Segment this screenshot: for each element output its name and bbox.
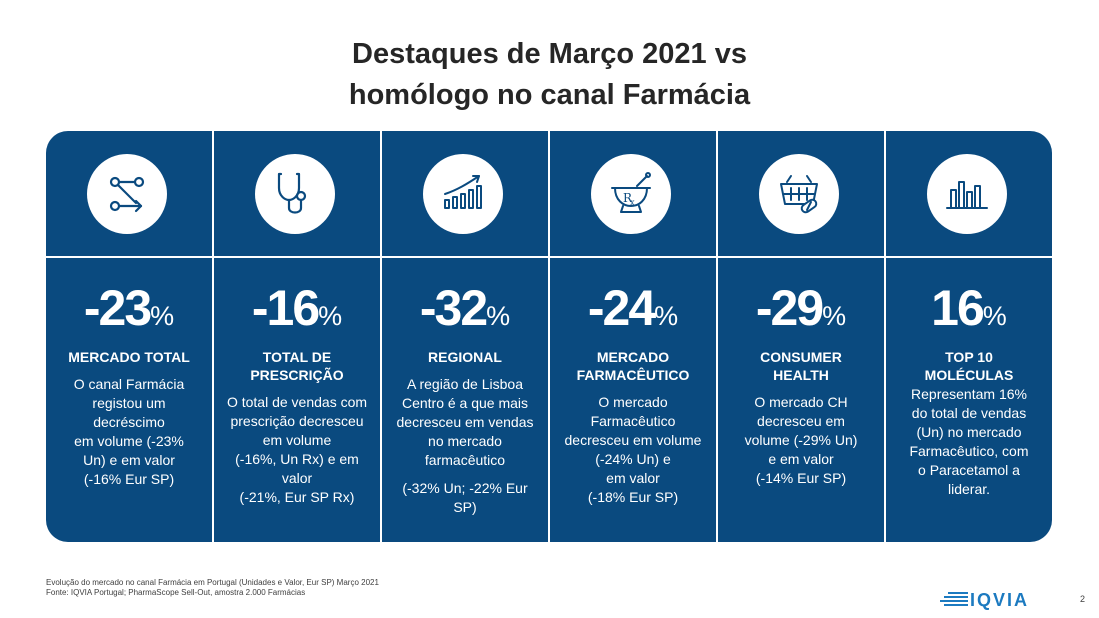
kpi-value: -16% [251,280,343,336]
flow-arrows-icon [87,154,167,234]
kpi-heading: MERCADO FARMACÊUTICO [576,349,690,383]
kpi-heading: TOP 10 MOLÉCULAS [924,349,1014,383]
kpi-value: 16% [931,280,1007,336]
logo-stripes-icon [940,592,968,608]
highlight-column-top-10-moleculas: 16% TOP 10 MOLÉCULAS Representam 16% do to… [886,131,1052,542]
kpi-description: O total de vendas com prescrição decresce… [226,394,368,505]
kpi-value: -29% [755,280,847,336]
highlight-column-total-prescricao: -16% TOTAL DE PRESCRIÇÃO O total de venda… [214,131,380,542]
iqvia-logo: IQVIA [940,588,1040,612]
footnote-line: Evolução do mercado no canal Farmácia em… [46,578,379,587]
column-divider [212,131,214,542]
column-divider [884,131,886,542]
logo-text: IQVIA [970,590,1030,610]
bar-chart-icon [927,154,1007,234]
highlight-column-regional: -32% REGIONAL A região de Lisboa Centro é… [382,131,548,542]
kpi-description: O mercado Farmacêutico decresceu em volum… [564,394,702,505]
kpi-value: -24% [587,280,679,336]
highlights-panel: -23% MERCADO TOTAL O canal Farmácia regis… [46,131,1052,542]
stethoscope-icon [255,154,335,234]
title-line-2: homólogo no canal Farmácia [348,79,751,111]
slide-title: Destaques de Março 2021 vs homólogo no c… [0,34,1099,116]
title-line-1: Destaques de Março 2021 vs [352,38,747,70]
kpi-description: A região de Lisboa Centro é a que mais de… [396,376,534,468]
column-divider [380,131,382,542]
svg-text:R: R [623,191,633,205]
kpi-heading: MERCADO TOTAL [68,349,190,365]
kpi-description: O mercado CH decresceu em volume (-29% Un… [744,394,858,486]
kpi-value: -32% [419,280,511,336]
kpi-description: Representam 16% do total de vendas (Un) n… [909,386,1029,497]
kpi-value: -23% [83,280,175,336]
page-number: 2 [1080,594,1086,604]
growth-chart-icon [423,154,503,234]
mortar-rx-icon: R x [591,154,671,234]
kpi-heading: REGIONAL [428,349,502,365]
column-divider [716,131,718,542]
svg-text:x: x [630,198,635,207]
footnote: Evolução do mercado no canal Farmácia em… [46,578,379,598]
kpi-description-values: (-32% Un; -22% Eur SP) [402,480,528,515]
kpi-heading: TOTAL DE PRESCRIÇÃO [250,349,344,383]
footnote-source: Fonte: IQVIA Portugal; PharmaScope Sell-… [46,588,306,597]
shopping-basket-icon [759,154,839,234]
kpi-description: O canal Farmácia registou um decréscimo em… [73,376,185,487]
column-divider [548,131,550,542]
kpi-heading: CONSUMER HEALTH [760,349,842,383]
highlight-column-consumer-health: -29% CONSUMER HEALTH O mercado CH decresce… [718,131,884,542]
highlight-column-mercado-total: -23% MERCADO TOTAL O canal Farmácia regis… [46,131,212,542]
highlight-column-mercado-farmaceutico: R x -24% MERCADO FARMACÊUTICO O mercado Fa… [550,131,716,542]
